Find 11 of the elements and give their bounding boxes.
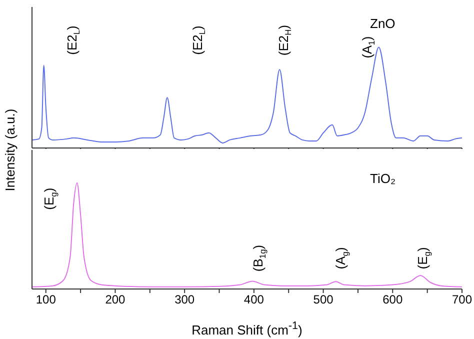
x-tick-label: 400: [244, 292, 264, 307]
series-label: ZnO: [370, 16, 396, 31]
x-tick-label: 600: [382, 292, 403, 307]
text: TiO₂: [370, 171, 396, 186]
y-axis-title: Intensity (a.u.): [2, 108, 18, 192]
x-axis-title: Raman Shift (cm$^{-1}$): [190, 320, 304, 337]
x-tick-label: 700: [452, 292, 472, 307]
x-tick-label: 200: [105, 292, 126, 307]
x-tick-label: 500: [313, 292, 334, 307]
x-tick-label: 100: [36, 292, 56, 307]
x-tick-label: 300: [174, 292, 195, 307]
